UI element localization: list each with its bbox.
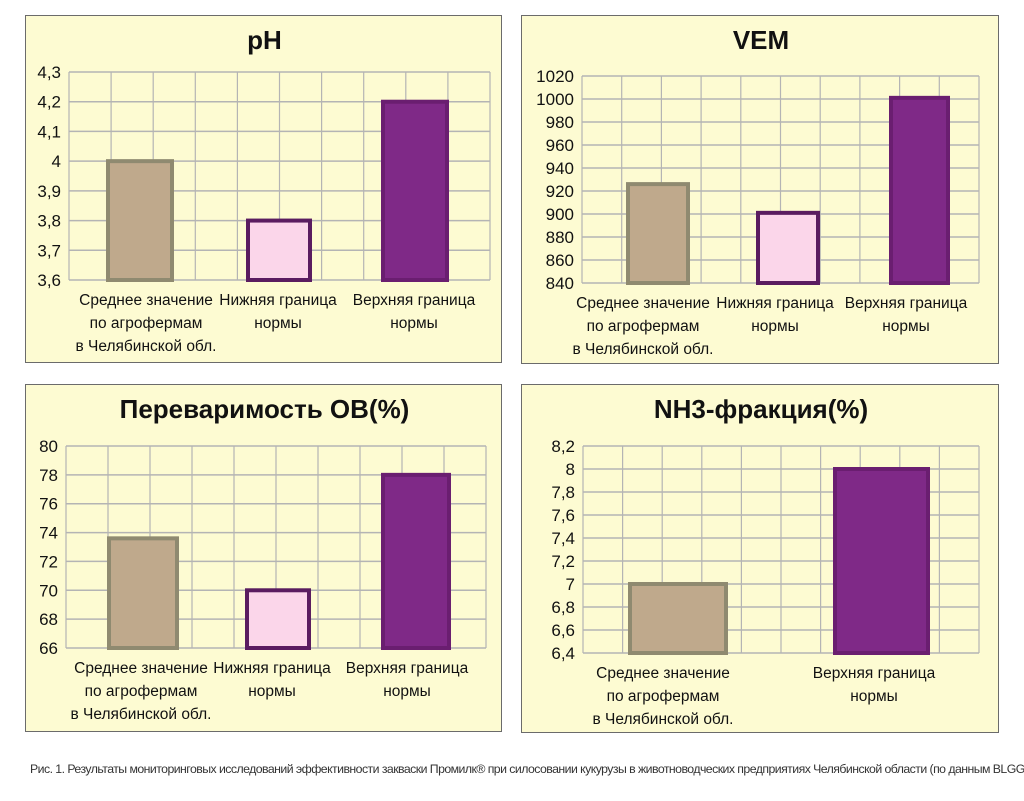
chart-ph-svg: pH 3,6 3,7 3,8 3,9 4 4,1 4,2 4,3 Среднее значение… bbox=[37, 25, 491, 355]
y-tick-label: 72 bbox=[39, 552, 58, 571]
category-label: нормы bbox=[390, 315, 438, 332]
category-label: нормы bbox=[751, 318, 799, 335]
category-label: нормы bbox=[248, 683, 296, 700]
category-label: Нижняя граница bbox=[213, 660, 331, 677]
category-label: в Челябинской обл. bbox=[76, 338, 217, 355]
chart-title-digestibility: Переваримость ОВ(%) bbox=[120, 394, 410, 424]
y-tick-label: 940 bbox=[546, 159, 574, 178]
category-label: Среднее значение bbox=[79, 292, 213, 309]
category-label: в Челябинской обл. bbox=[593, 711, 734, 728]
bar-avg bbox=[628, 582, 728, 655]
bar-high bbox=[381, 99, 449, 283]
category-label: в Челябинской обл. bbox=[573, 341, 714, 358]
y-tick-label: 960 bbox=[546, 136, 574, 155]
y-tick-label: 6,4 bbox=[551, 644, 575, 663]
chart-title-vem: VEM bbox=[733, 25, 789, 55]
y-tick-label: 3,9 bbox=[37, 182, 61, 201]
category-label: Верхняя граница bbox=[845, 295, 968, 312]
category-label: нормы bbox=[383, 683, 431, 700]
y-tick-label: 8 bbox=[566, 460, 575, 479]
y-tick-label: 1020 bbox=[536, 67, 574, 86]
y-tick-label: 8,2 bbox=[551, 437, 575, 456]
chart-panel-nh3: NH3-фракция(%) 6,4 6,6 6,8 7 7,2 7,4 7,6 7,8 8 8,2… bbox=[521, 384, 999, 733]
bar-high bbox=[833, 467, 930, 655]
chart-vem-svg: VEM 840 860 880 900 920 940 960 980 1000 1020 Средн… bbox=[536, 25, 980, 358]
y-tick-label: 68 bbox=[39, 610, 58, 629]
y-tick-label: 4,3 bbox=[37, 63, 61, 82]
category-label: Среднее значение bbox=[596, 665, 730, 682]
y-tick-label: 920 bbox=[546, 182, 574, 201]
category-label: нормы bbox=[850, 688, 898, 705]
category-label: Верхняя граница bbox=[353, 292, 476, 309]
chart-title-ph: pH bbox=[247, 25, 282, 55]
category-label: Нижняя граница bbox=[219, 292, 337, 309]
category-label: Среднее значение bbox=[576, 295, 710, 312]
y-tick-label: 4 bbox=[52, 152, 61, 171]
y-tick-label: 3,6 bbox=[37, 271, 61, 290]
bar-low bbox=[246, 218, 312, 282]
bar-high bbox=[889, 95, 950, 285]
y-tick-label: 4,2 bbox=[37, 93, 61, 112]
category-label: по агрофермам bbox=[85, 683, 198, 700]
y-tick-label: 4,1 bbox=[37, 122, 61, 141]
y-tick-label: 74 bbox=[39, 524, 58, 543]
chart-panel-vem: VEM 840 860 880 900 920 940 960 980 1000 1020 Средн… bbox=[521, 15, 999, 364]
y-tick-label: 900 bbox=[546, 205, 574, 224]
y-tick-label: 7,4 bbox=[551, 529, 575, 548]
chart-title-nh3: NH3-фракция(%) bbox=[654, 394, 868, 424]
category-label: Верхняя граница bbox=[813, 665, 936, 682]
y-tick-label: 860 bbox=[546, 251, 574, 270]
category-label: нормы bbox=[254, 315, 302, 332]
y-tick-label: 7 bbox=[566, 575, 575, 594]
y-tick-label: 76 bbox=[39, 495, 58, 514]
y-tick-label: 7,6 bbox=[551, 506, 575, 525]
category-label: Верхняя граница bbox=[346, 660, 469, 677]
chart-panel-ph: pH 3,6 3,7 3,8 3,9 4 4,1 4,2 4,3 Среднее значение… bbox=[25, 15, 502, 363]
category-label: нормы bbox=[882, 318, 930, 335]
chart-nh3-svg: NH3-фракция(%) 6,4 6,6 6,8 7 7,2 7,4 7,6 7,8 8 8,2… bbox=[551, 394, 980, 728]
y-tick-label: 1000 bbox=[536, 90, 574, 109]
bar-avg bbox=[106, 159, 174, 282]
y-tick-label: 3,7 bbox=[37, 241, 61, 260]
y-tick-label: 7,2 bbox=[551, 552, 575, 571]
y-tick-label: 6,6 bbox=[551, 621, 575, 640]
bar-avg bbox=[107, 536, 179, 650]
y-tick-label: 66 bbox=[39, 639, 58, 658]
chart-panel-digestibility: Переваримость ОВ(%) 66 68 70 72 74 76 78 80 Средн… bbox=[25, 384, 502, 732]
category-label: Нижняя граница bbox=[716, 295, 834, 312]
y-tick-label: 3,8 bbox=[37, 212, 61, 231]
bar-high bbox=[381, 472, 451, 650]
category-label: в Челябинской обл. bbox=[71, 706, 212, 723]
bar-avg bbox=[626, 182, 690, 286]
bar-low bbox=[245, 588, 311, 651]
y-tick-label: 70 bbox=[39, 581, 58, 600]
y-tick-label: 7,8 bbox=[551, 483, 575, 502]
figure-caption: Рис. 1. Результаты мониторинговых исслед… bbox=[30, 762, 1024, 776]
category-label: по агрофермам bbox=[607, 688, 720, 705]
category-label: по агрофермам bbox=[587, 318, 700, 335]
y-tick-label: 880 bbox=[546, 228, 574, 247]
chart-digestibility-svg: Переваримость ОВ(%) 66 68 70 72 74 76 78 80 Средн… bbox=[39, 394, 487, 723]
category-label: Среднее значение bbox=[74, 660, 208, 677]
y-tick-label: 980 bbox=[546, 113, 574, 132]
category-label: по агрофермам bbox=[90, 315, 203, 332]
y-tick-label: 80 bbox=[39, 437, 58, 456]
y-tick-label: 840 bbox=[546, 274, 574, 293]
bar-low bbox=[756, 210, 820, 286]
y-tick-label: 6,8 bbox=[551, 598, 575, 617]
y-tick-label: 78 bbox=[39, 466, 58, 485]
